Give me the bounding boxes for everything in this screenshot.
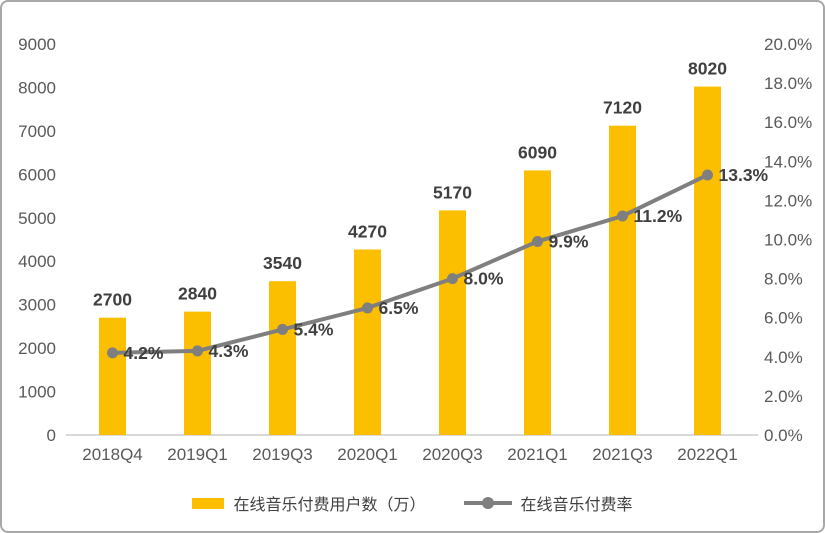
line-point-2020Q1 [362,302,373,314]
bar-2021Q1 [524,170,551,435]
line-value-label-2021Q1: 9.9% [549,231,589,251]
right-axis-tick-20.0%: 20.0% [764,35,812,54]
line-point-2021Q1 [532,235,543,247]
x-axis-label-2019Q1: 2019Q1 [167,445,228,464]
line-point-2020Q3 [447,273,458,285]
bar-value-label-2020Q3: 5170 [433,182,472,202]
left-axis-tick-6000: 6000 [18,165,56,184]
left-axis-tick-9000: 9000 [18,35,56,54]
bar-2022Q1 [694,86,721,435]
right-axis-tick-2.0%: 2.0% [764,387,803,406]
line-value-label-2019Q1: 4.3% [209,341,249,361]
left-axis-tick-0: 0 [47,426,56,445]
bar-2021Q3 [609,125,636,436]
line-point-2022Q1 [702,169,713,181]
bar-value-label-2021Q1: 6090 [518,142,557,162]
line-point-2021Q3 [617,210,628,222]
right-axis-tick-10.0%: 10.0% [764,231,812,250]
x-axis-label-2021Q3: 2021Q3 [592,445,653,464]
line-value-label-2020Q3: 8.0% [464,269,504,289]
bar-2019Q3 [269,281,296,435]
right-axis-tick-18.0%: 18.0% [764,74,812,93]
bar-2019Q1 [184,311,211,435]
x-axis-label-2018Q4: 2018Q4 [82,445,143,464]
right-axis-tick-6.0%: 6.0% [764,309,803,328]
left-axis-tick-4000: 4000 [18,252,56,271]
line-value-label-2022Q1: 13.3% [719,165,769,185]
left-axis-tick-7000: 7000 [18,122,56,141]
left-axis-tick-8000: 8000 [18,78,56,97]
right-axis-tick-16.0%: 16.0% [764,113,812,132]
right-axis-tick-0.0%: 0.0% [764,426,803,445]
left-axis-tick-3000: 3000 [18,296,56,315]
line-value-label-2019Q3: 5.4% [294,319,334,339]
bar-value-label-2022Q1: 8020 [688,59,727,79]
x-axis-label-2021Q1: 2021Q1 [507,445,568,464]
line-value-label-2021Q3: 11.2% [634,206,683,226]
x-axis-label-2020Q3: 2020Q3 [422,445,483,464]
right-axis-tick-8.0%: 8.0% [764,270,803,289]
left-axis-tick-5000: 5000 [18,209,56,228]
pay-rate-line [110,172,710,355]
line-point-2018Q4 [107,347,118,359]
x-axis-label-2022Q1: 2022Q1 [677,445,738,464]
line-point-2019Q3 [277,323,288,335]
bar-value-label-2019Q1: 2840 [178,284,217,304]
bar-value-label-2019Q3: 3540 [263,253,302,273]
bar-value-label-2018Q4: 2700 [93,290,132,310]
right-axis-tick-12.0%: 12.0% [764,191,812,210]
left-axis-tick-2000: 2000 [18,339,56,358]
bar-value-label-2021Q3: 7120 [603,98,642,118]
x-axis-label-2019Q3: 2019Q3 [252,445,313,464]
line-point-2019Q1 [192,345,203,357]
left-axis-tick-1000: 1000 [18,383,56,402]
right-axis-tick-14.0%: 14.0% [764,152,812,171]
bar-2018Q4 [99,317,126,435]
line-value-label-2020Q1: 6.5% [379,298,419,318]
line-value-label-2018Q4: 4.2% [124,343,164,363]
bar-value-label-2020Q1: 4270 [348,221,387,241]
x-axis-label-2020Q1: 2020Q1 [337,445,398,464]
right-axis-tick-4.0%: 4.0% [764,348,803,367]
bar-2020Q1 [354,249,381,435]
bar-2020Q3 [439,210,466,435]
